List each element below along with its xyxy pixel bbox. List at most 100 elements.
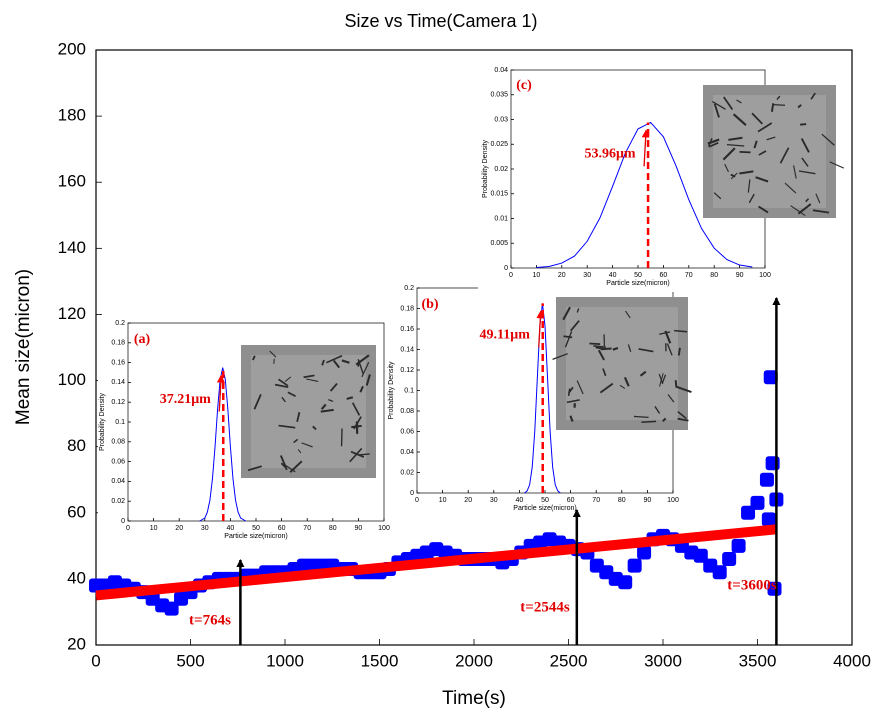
micrograph-crystal bbox=[790, 205, 806, 216]
micrograph-crystal bbox=[667, 394, 675, 403]
y-tick-label: 0.02 bbox=[400, 469, 414, 476]
micrograph-crystal bbox=[600, 347, 612, 351]
data-line bbox=[199, 367, 247, 522]
inset-x-title: Particle size(micron) bbox=[224, 533, 287, 540]
x-tick-label: 10 bbox=[150, 525, 158, 532]
scatter-point bbox=[763, 370, 778, 385]
micrograph-crystal bbox=[674, 329, 688, 333]
y-tick-label: 0.16 bbox=[111, 359, 125, 366]
inset-x-title: Particle size(micron) bbox=[513, 505, 576, 512]
micrograph-crystal bbox=[576, 308, 580, 313]
micrograph-crystal bbox=[801, 157, 809, 167]
inset-y-title: Probability Density bbox=[482, 140, 489, 198]
y-axis-title: Mean size(micron) bbox=[13, 269, 34, 425]
x-tick-label: 1500 bbox=[361, 651, 399, 670]
micrograph-crystal bbox=[287, 391, 296, 398]
y-tick-label: 60 bbox=[67, 502, 86, 521]
y-tick-label: 0.04 bbox=[400, 449, 414, 456]
x-tick-label: 90 bbox=[355, 525, 363, 532]
y-tick-label: 0.03 bbox=[494, 116, 508, 123]
x-tick-label: 40 bbox=[516, 497, 524, 504]
micrograph-crystal bbox=[351, 402, 361, 416]
micrograph-crystal bbox=[349, 447, 363, 463]
micrograph-crystal bbox=[332, 359, 341, 369]
micrograph-crystal bbox=[812, 209, 830, 214]
y-tick-label: 180 bbox=[58, 106, 86, 125]
marker-arrow bbox=[641, 129, 650, 167]
y-tick-label: 0.02 bbox=[111, 498, 125, 505]
y-tick-label: 0.2 bbox=[115, 320, 125, 327]
micrograph-crystal bbox=[570, 320, 580, 332]
micrograph-crystal bbox=[284, 376, 292, 382]
micrograph-crystal bbox=[355, 354, 370, 366]
micrograph-crystal bbox=[726, 144, 745, 147]
x-tick-label: 30 bbox=[490, 497, 498, 504]
y-tick-label: 160 bbox=[58, 172, 86, 191]
y-tick-label: 0 bbox=[504, 265, 508, 272]
micrograph-crystal bbox=[350, 450, 365, 458]
scatter-point bbox=[750, 495, 765, 510]
y-tick-label: 0.025 bbox=[490, 141, 508, 148]
micrograph-crystal bbox=[253, 393, 262, 410]
micrograph-crystal bbox=[361, 362, 370, 378]
micrograph-crystal bbox=[798, 170, 816, 175]
scatter-point bbox=[759, 472, 774, 487]
micrograph-crystal bbox=[800, 138, 810, 153]
x-tick-label: 70 bbox=[303, 525, 311, 532]
x-tick-label: 60 bbox=[567, 497, 575, 504]
micrograph-crystal bbox=[252, 355, 256, 361]
micrograph-crystal bbox=[677, 347, 681, 356]
y-tick-label: 200 bbox=[58, 39, 86, 58]
inset-y-title: Probability Density bbox=[99, 393, 106, 451]
micrograph-crystal bbox=[599, 382, 614, 394]
micrograph-crystal bbox=[320, 408, 334, 413]
y-tick-label: 0.04 bbox=[111, 478, 125, 485]
micrograph-crystal bbox=[736, 99, 742, 104]
micrograph-crystal bbox=[707, 138, 720, 145]
x-tick-label: 80 bbox=[710, 272, 718, 279]
micrograph-crystal bbox=[799, 123, 807, 126]
y-tick-label: 0 bbox=[410, 490, 414, 497]
y-tick-label: 0.035 bbox=[490, 92, 508, 99]
micrograph-crystal bbox=[675, 385, 692, 394]
scatter-point bbox=[627, 558, 642, 573]
micrograph-crystal bbox=[732, 113, 747, 126]
x-tick-label: 20 bbox=[558, 272, 566, 279]
micrograph-crystal bbox=[623, 376, 630, 387]
x-tick-label: 80 bbox=[618, 497, 626, 504]
micrograph-crystal bbox=[739, 170, 754, 175]
y-tick-label: 0.02 bbox=[494, 166, 508, 173]
micrograph-crystal bbox=[674, 380, 678, 387]
scatter-point bbox=[731, 538, 746, 553]
y-tick-label: 0.18 bbox=[400, 305, 414, 312]
time-label: t=3600s bbox=[727, 577, 777, 593]
x-tick-label: 3500 bbox=[739, 651, 777, 670]
y-tick-label: 0.12 bbox=[111, 399, 125, 406]
micrograph-crystal bbox=[576, 380, 584, 395]
x-tick-label: 100 bbox=[667, 497, 679, 504]
y-tick-label: 140 bbox=[58, 238, 86, 257]
micrograph-crystal bbox=[627, 344, 632, 352]
y-tick-label: 0.06 bbox=[400, 428, 414, 435]
x-tick-label: 90 bbox=[736, 272, 744, 279]
x-tick-label: 80 bbox=[329, 525, 337, 532]
micrograph-crystal bbox=[625, 310, 631, 319]
scatter-point bbox=[637, 545, 652, 560]
micrograph-crystal bbox=[748, 193, 755, 204]
y-tick-label: 0.12 bbox=[400, 367, 414, 374]
y-tick-label: 0.005 bbox=[490, 240, 508, 247]
micrograph-crystal bbox=[552, 353, 568, 360]
x-tick-label: 50 bbox=[252, 525, 260, 532]
x-tick-label: 30 bbox=[201, 525, 209, 532]
x-tick-label: 0 bbox=[415, 497, 419, 504]
marker-label: 49.11μm bbox=[480, 328, 531, 343]
y-tick-label: 100 bbox=[58, 370, 86, 389]
x-tick-label: 20 bbox=[464, 497, 472, 504]
micrograph-crystal bbox=[677, 417, 689, 422]
y-tick-label: 0.14 bbox=[400, 346, 414, 353]
time-label: t=764s bbox=[189, 612, 231, 628]
micrograph-crystal bbox=[326, 355, 343, 364]
marker-label: 37.21μm bbox=[160, 392, 211, 407]
micrograph-crystal bbox=[728, 136, 743, 141]
